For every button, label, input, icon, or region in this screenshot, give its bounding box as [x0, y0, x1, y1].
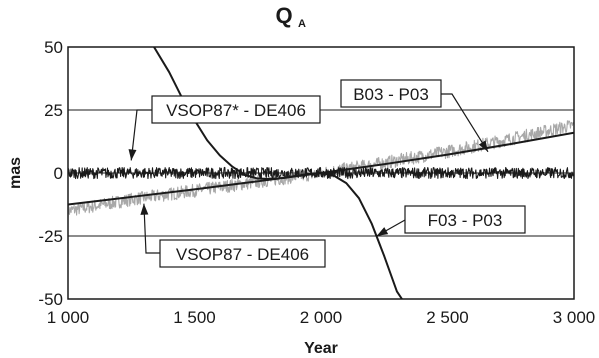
chart-title-main: Q: [275, 3, 292, 28]
callout-label: F03 - P03: [428, 211, 503, 230]
y-axis-label: mas: [7, 157, 24, 189]
series-vsop87-de406: [68, 166, 574, 180]
callout-label: VSOP87* - DE406: [166, 101, 306, 120]
callout-label: VSOP87 - DE406: [176, 245, 309, 264]
tick-labels: -50 -25 0 25 50 1 000 1 500 2 000 2 500 3 000: [38, 38, 595, 327]
callout-f03-p03: F03 - P03: [376, 205, 526, 237]
plot-frame: [67, 46, 575, 300]
y-tick-label: 0: [54, 164, 63, 183]
chart-title-subscript: A: [298, 18, 306, 30]
y-tick-label: 50: [44, 38, 63, 57]
x-tick-label: 2 500: [426, 308, 469, 327]
callout-vsop87-de406: VSOP87 - DE406: [140, 203, 326, 268]
callouts: VSOP87* - DE406 B03 - P03 F03 - P03 VSOP87 …: [128, 79, 526, 268]
y-tick-label: -25: [38, 227, 63, 246]
chart-title: Q A: [275, 3, 306, 30]
callout-label: B03 - P03: [353, 85, 429, 104]
x-tick-label: 1 500: [173, 308, 216, 327]
x-tick-label: 1 000: [47, 308, 90, 327]
x-tick-label: 2 000: [300, 308, 343, 327]
series-layer: [68, 47, 574, 299]
x-axis-label: Year: [304, 340, 338, 357]
y-tick-label: -50: [38, 290, 63, 309]
y-tick-label: 25: [44, 101, 63, 120]
x-tick-label: 3 000: [553, 308, 596, 327]
callout-b03-p03: B03 - P03: [340, 79, 489, 153]
callout-vsop87-de406: VSOP87* - DE406: [128, 95, 321, 161]
series-f03-p03: [153, 47, 403, 299]
